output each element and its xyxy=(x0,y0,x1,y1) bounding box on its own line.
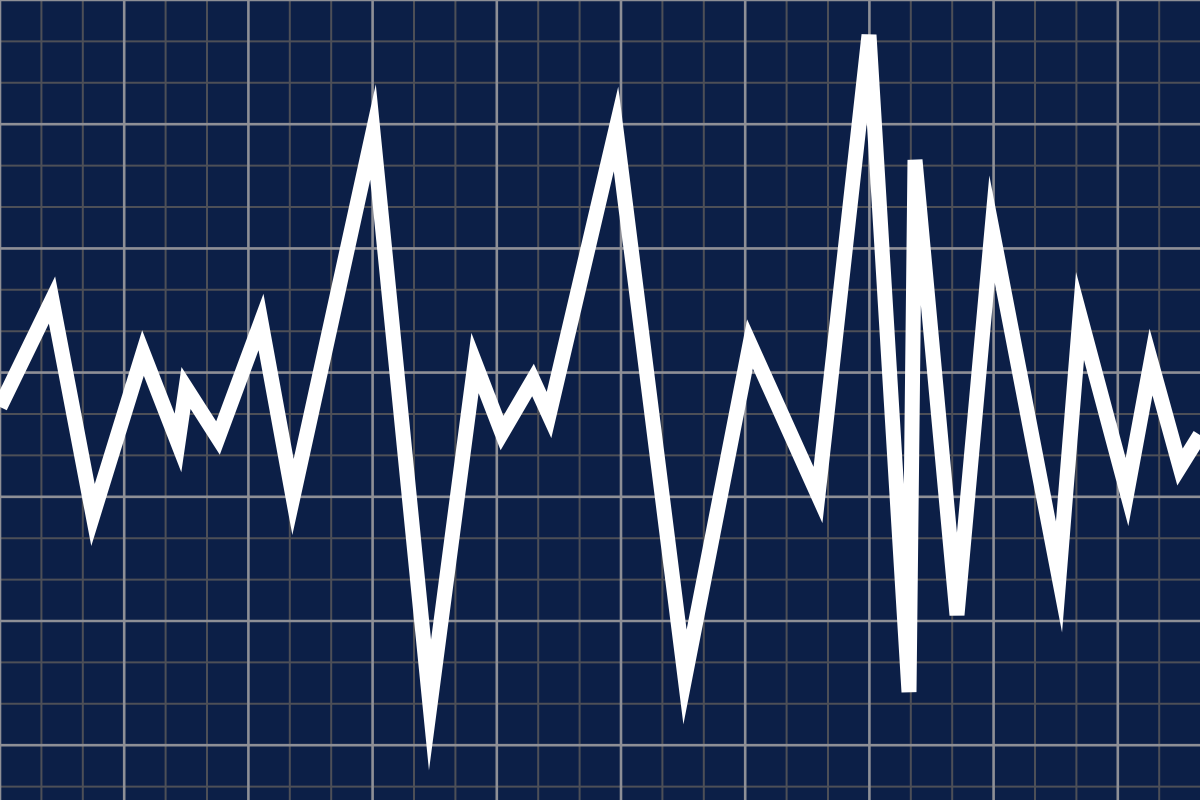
series-line-0 xyxy=(0,34,1200,771)
series-layer xyxy=(0,34,1200,771)
